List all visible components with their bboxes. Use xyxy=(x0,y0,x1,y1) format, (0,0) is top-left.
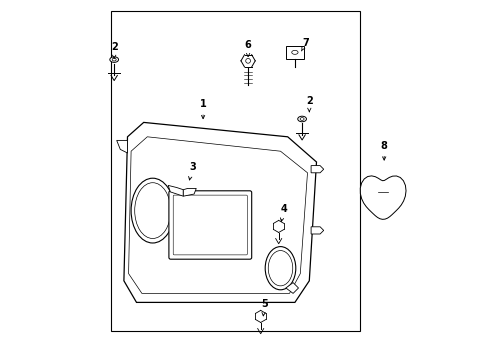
Text: 6: 6 xyxy=(244,40,251,57)
Polygon shape xyxy=(310,227,323,234)
Text: 1: 1 xyxy=(199,99,206,119)
Polygon shape xyxy=(123,122,316,302)
Ellipse shape xyxy=(297,116,306,122)
FancyBboxPatch shape xyxy=(173,195,247,255)
FancyBboxPatch shape xyxy=(285,46,303,59)
Polygon shape xyxy=(310,166,323,173)
Ellipse shape xyxy=(245,58,250,63)
Polygon shape xyxy=(360,176,405,219)
Ellipse shape xyxy=(131,178,174,243)
Ellipse shape xyxy=(134,183,170,239)
Polygon shape xyxy=(168,185,183,196)
Text: 4: 4 xyxy=(280,204,287,221)
Text: 8: 8 xyxy=(380,141,387,160)
Polygon shape xyxy=(285,283,298,293)
FancyBboxPatch shape xyxy=(111,11,359,331)
Polygon shape xyxy=(117,140,127,153)
Ellipse shape xyxy=(112,58,116,61)
Ellipse shape xyxy=(268,251,292,286)
Ellipse shape xyxy=(110,57,118,62)
Text: 2: 2 xyxy=(111,42,117,58)
Text: 7: 7 xyxy=(301,38,308,51)
FancyBboxPatch shape xyxy=(168,191,251,259)
Text: 3: 3 xyxy=(188,162,195,180)
Text: 5: 5 xyxy=(261,299,267,316)
Ellipse shape xyxy=(264,247,295,290)
Polygon shape xyxy=(183,188,196,196)
Ellipse shape xyxy=(300,118,304,120)
Text: 2: 2 xyxy=(305,96,312,112)
Ellipse shape xyxy=(291,50,298,54)
